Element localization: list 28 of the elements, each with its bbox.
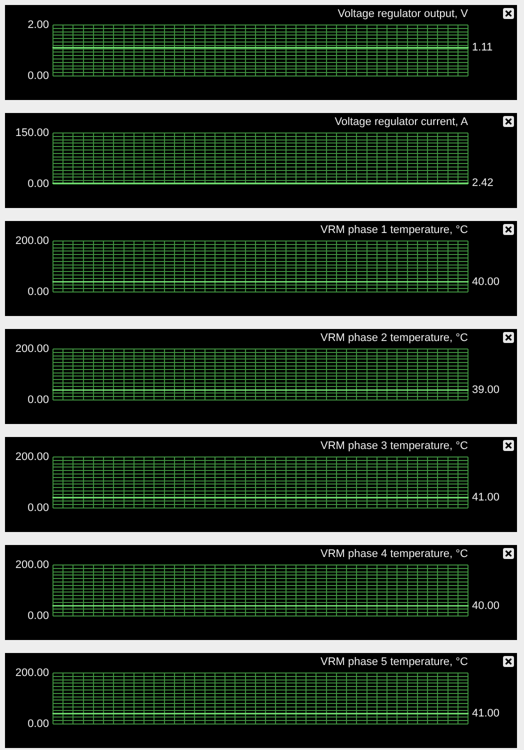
data-label: 41.00: [472, 492, 500, 504]
y-tick-label: 200.00: [15, 451, 49, 463]
data-label: 39.00: [472, 384, 500, 396]
chart-title: VRM phase 1 temperature, °C: [320, 224, 468, 236]
y-tick-label: 200.00: [15, 343, 49, 355]
y-tick-label: 2.00: [28, 19, 49, 31]
y-tick-label: 200.00: [15, 667, 49, 679]
y-tick-label: 0.00: [28, 286, 49, 298]
data-label: 1.11: [472, 42, 493, 54]
y-tick-label: 0.00: [28, 178, 49, 190]
chart-title: VRM phase 5 temperature, °C: [320, 656, 468, 668]
data-label: 40.00: [472, 276, 500, 288]
data-label: 40.00: [472, 600, 500, 612]
y-tick-label: 0.00: [28, 70, 49, 82]
y-tick-label: 0.00: [28, 502, 49, 514]
data-label: 41.00: [472, 708, 500, 720]
chart-title: Voltage regulator output, V: [338, 8, 469, 20]
data-label: 2.42: [472, 177, 494, 190]
y-tick-label: 200.00: [15, 235, 49, 247]
chart-title: Voltage regulator current, A: [334, 116, 469, 128]
chart-title: VRM phase 2 temperature, °C: [320, 332, 468, 344]
y-tick-label: 0.00: [28, 718, 49, 730]
y-tick-label: 0.00: [28, 394, 49, 406]
y-tick-label: 150.00: [15, 127, 49, 139]
chart-title: VRM phase 3 temperature, °C: [320, 440, 468, 452]
chart-title: VRM phase 4 temperature, °C: [320, 548, 468, 560]
y-tick-label: 0.00: [28, 610, 49, 622]
y-tick-label: 200.00: [15, 559, 49, 571]
